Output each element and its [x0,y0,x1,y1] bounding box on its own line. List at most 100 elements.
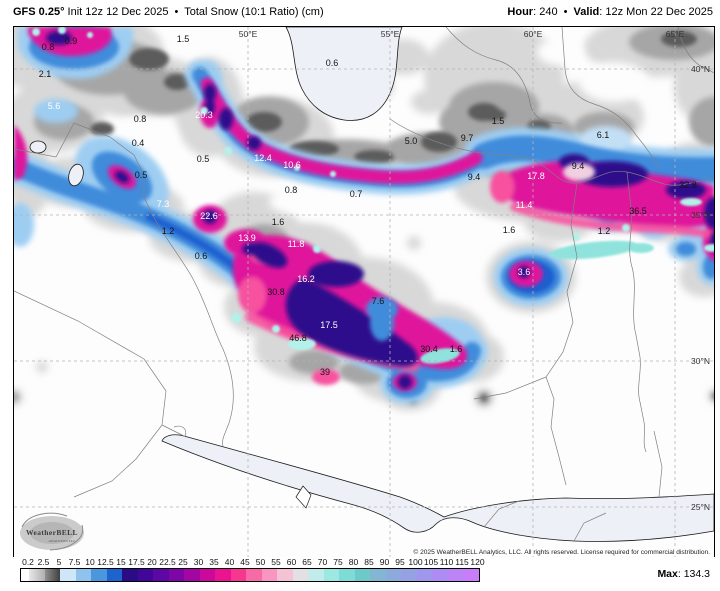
colorbar-tick: 55 [271,557,281,567]
snow-value-label: 36.5 [629,206,647,216]
valid-value: 12z Mon 22 Dec 2025 [605,6,713,18]
colorbar-segment [277,569,293,581]
colorbar-segment [60,569,76,581]
snow-value-label: 6.1 [597,130,610,140]
max-value-readout: Max: 134.3 [657,568,710,580]
colorbar-segment [463,569,479,581]
colorbar-segment [137,569,153,581]
colorbar-segment [122,569,138,581]
lake-van [29,140,47,154]
snow-value-label: 11.4 [516,200,533,210]
snow-value-label: 22.6 [200,211,218,221]
colorbar-tick: 105 [423,557,439,567]
colorbar-segment [385,569,401,581]
valid-label: Valid [573,6,600,18]
max-value: 134.3 [683,568,710,580]
model-name: GFS 0.25° [13,6,65,18]
snow-value-label: 30.4 [420,344,438,354]
colorbar-tick: 80 [348,557,359,567]
snow-value-label: 30.8 [267,287,285,297]
colorbar-tick: 100 [408,557,423,567]
qatar-peninsula [295,485,312,509]
snow-value-label: 0.9 [65,36,78,46]
snow-value-label: 17.8 [527,171,545,181]
snow-value-label: 0.5 [135,170,148,180]
snow-value-label: 13.9 [238,233,256,243]
colorbar-tick: 12.5 [97,557,114,567]
colon: : [599,6,606,18]
colorbar-segment [75,569,91,581]
weatherbell-logo: WeatherBELL ANALYTICS LLC [20,512,84,551]
colorbar-tick: 35 [209,557,219,567]
colorbar-tick: 20 [147,557,157,567]
colorbar-segment [91,569,107,581]
colorbar-segment [230,569,246,581]
colorbar-tick: 30 [193,557,204,567]
latitude-label: 40°N [691,64,710,74]
separator-dot: • [563,6,568,18]
persian-gulf [161,434,714,542]
snow-value-label: 5.6 [48,101,61,111]
colorbar-tick: 115 [455,557,469,567]
map-canvas: WeatherBELL ANALYTICS LLC 50°E 55°E 60°E 65… [14,27,714,557]
lake-urmia [68,163,84,187]
snow-value-label: 7.6 [372,296,385,306]
colorbar-segment [199,569,215,581]
colorbar-tick: 7.5 [68,557,81,567]
snow-value-label: 32.8 [679,180,697,190]
colorbar-tick: 50 [255,557,266,567]
colorbar-segment [44,569,60,581]
snow-layer-accents [366,163,595,341]
snow-value-label: 1.6 [503,225,516,235]
logo-text: WeatherBELL [26,528,78,537]
snow-value-label: 12.4 [254,153,272,163]
snow-value-label: 46.8 [289,333,307,343]
legend-strip: 0.2 2.5 5 7.5 10 12.5 15 17.5 20 22.5 25 30 35 40 45 50… [0,557,720,591]
colorbar-segment [323,569,339,581]
latitude-label: 30°N [691,356,710,366]
colorbar-tick: 110 [439,557,454,567]
snow-value-label: 20.3 [195,110,213,120]
colorbar-segment [184,569,200,581]
title-bar: GFS 0.25° Init 12z 12 Dec 2025 • Total S… [0,0,720,26]
latitude-label: 35°N [691,210,710,220]
colon: : [533,6,540,18]
snow-value-label: 0.6 [195,251,208,261]
separator-dot: • [174,6,179,18]
colorbar-tick: 15 [116,557,126,567]
colorbar-tick: 5 [56,557,62,567]
snow-value-label: 0.8 [42,42,55,52]
snow-value-label: 17.5 [320,320,338,330]
colorbar-segment [292,569,308,581]
country-borders [14,27,714,542]
hour-value: 240 [539,6,558,18]
snow-layer-purple-core [46,31,714,389]
colorbar-tick: 45 [240,557,250,567]
longitude-label: 60°E [524,29,543,39]
colorbar-segment [106,569,122,581]
colorbar-tick: 17.5 [128,557,145,567]
colorbar-segment [215,569,231,581]
colorbar-segment [246,569,262,581]
colorbar-tick: 40 [224,557,235,567]
valid-time-title: Hour: 240 • Valid: 12z Mon 22 Dec 2025 [507,6,713,18]
colorbar-tick: 120 [470,557,485,567]
water-bodies [29,27,714,542]
snow-value-label: 9.4 [572,161,585,171]
colon: : [677,568,684,580]
colorbar-ticks: 0.2 2.5 5 7.5 10 12.5 15 17.5 20 22.5 25 30 35 40 45 50… [0,557,720,567]
colorbar-segment [308,569,324,581]
snow-value-label: 0.4 [132,138,145,148]
colorbar-segment [261,569,277,581]
colorbar-segment [447,569,463,581]
snow-value-label: 0.6 [326,58,339,68]
copyright-text: © 2025 WeatherBELL Analytics, LLC. All r… [411,549,712,556]
snow-value-label: 2.1 [39,69,52,79]
colorbar-segment [168,569,184,581]
snow-value-label: 1.2 [162,226,175,236]
snow-value-label: 1.5 [492,116,505,126]
snow-layer-magenta [14,27,714,391]
hour-label: Hour [507,6,534,18]
colorbar-tick: 65 [302,557,312,567]
colorbar-tick: 95 [395,557,405,567]
